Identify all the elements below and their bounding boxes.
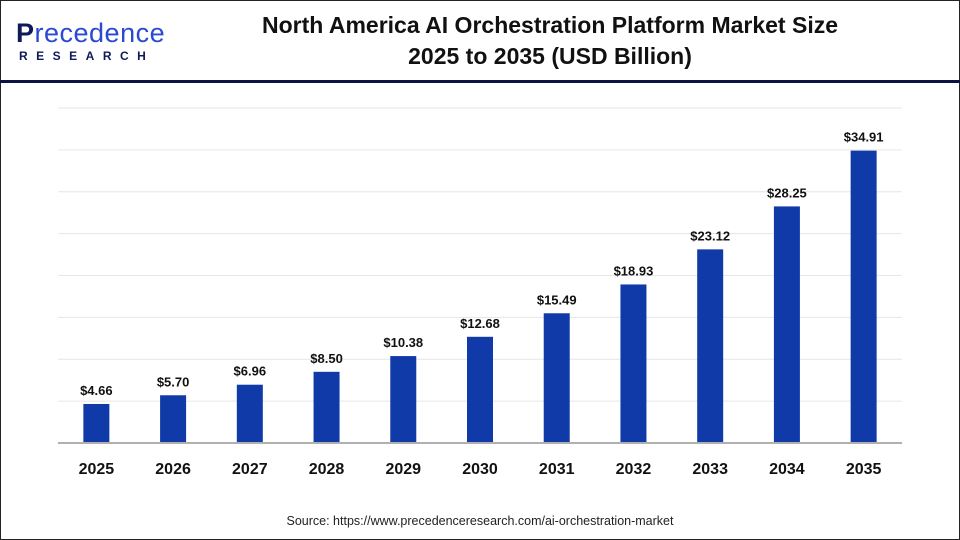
- chart-title: North America AI Orchestration Platform …: [200, 10, 900, 72]
- bar-2025: [83, 403, 110, 443]
- data-label: $6.96: [234, 364, 267, 379]
- bar-2032: [620, 284, 647, 443]
- x-tick-label: 2026: [155, 461, 191, 478]
- source-text: Source: https://www.precedenceresearch.c…: [286, 514, 674, 528]
- data-label: $8.50: [310, 351, 343, 366]
- bar-2027: [236, 384, 263, 443]
- bar-2029: [390, 356, 417, 443]
- title-line-1: North America AI Orchestration Platform …: [262, 12, 838, 38]
- data-label: $4.66: [80, 383, 113, 398]
- data-label: $15.49: [537, 292, 577, 307]
- data-label: $5.70: [157, 374, 190, 389]
- data-label: $28.25: [767, 185, 807, 200]
- header: Precedence RESEARCH North America AI Orc…: [0, 0, 960, 83]
- precedence-research-logo: Precedence RESEARCH: [16, 18, 166, 63]
- data-label: $18.93: [614, 263, 654, 278]
- data-label: $23.12: [690, 228, 730, 243]
- x-tick-label: 2025: [79, 461, 115, 478]
- bar-2031: [543, 313, 570, 443]
- x-tick-label: 2032: [616, 461, 652, 478]
- bar-2033: [697, 249, 724, 443]
- x-tick-label: 2028: [309, 461, 345, 478]
- x-tick-label: 2027: [232, 461, 268, 478]
- x-tick-label: 2031: [539, 461, 575, 478]
- x-tick-label: 2034: [769, 461, 805, 478]
- bar-2035: [850, 150, 877, 443]
- bar-2030: [467, 336, 493, 443]
- data-label: $10.38: [383, 335, 423, 350]
- bar-2026: [160, 395, 187, 443]
- bar-2034: [773, 206, 800, 443]
- x-tick-label: 2035: [846, 461, 882, 478]
- x-tick-label: 2029: [385, 461, 421, 478]
- data-label: $34.91: [844, 130, 884, 145]
- data-label: $12.68: [460, 316, 500, 331]
- title-line-2: 2025 to 2035 (USD Billion): [408, 43, 692, 69]
- bar-2028: [313, 371, 340, 443]
- x-tick-label: 2030: [462, 461, 498, 478]
- x-tick-label: 2033: [692, 461, 728, 478]
